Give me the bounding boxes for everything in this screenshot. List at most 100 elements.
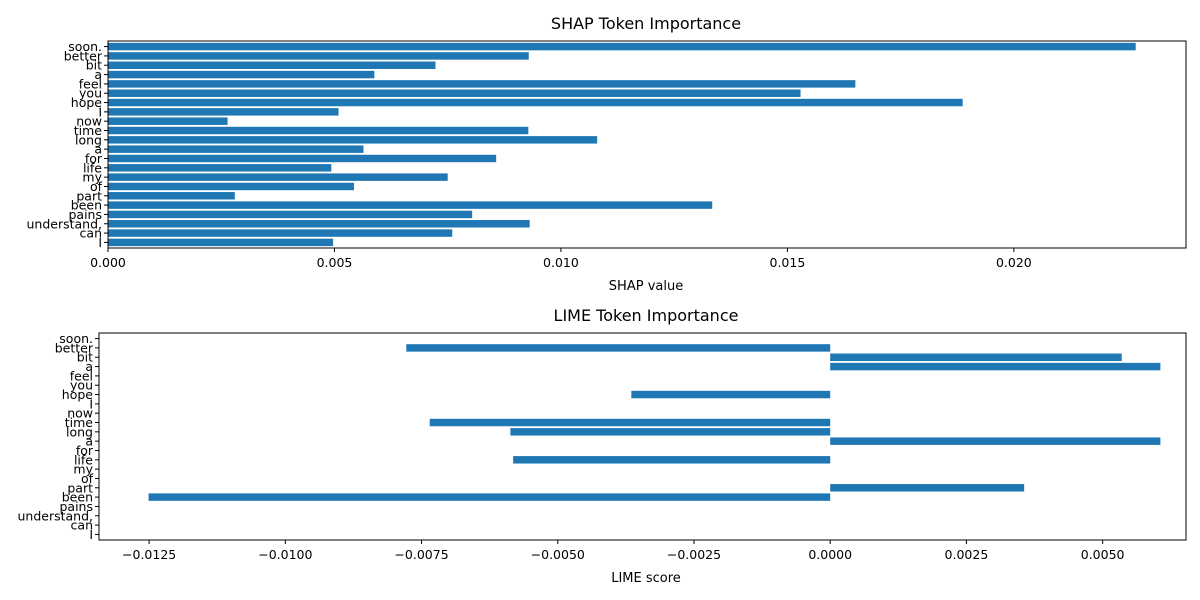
shap-bar-6 — [108, 182, 354, 191]
shap-y-tick-label-18: a — [94, 67, 102, 82]
shap-y-tick-label-10: a — [94, 142, 102, 157]
shap-bar-9 — [108, 154, 497, 163]
shap-bar-13 — [108, 117, 228, 125]
shap-bar-1 — [108, 229, 453, 237]
shap-bar-8 — [108, 164, 332, 172]
shap-y-tick-label-5: part — [76, 188, 102, 203]
lime-y-tick-label-19: bit — [77, 350, 93, 365]
shap-x-tick-label-4: 0.020 — [996, 255, 1032, 270]
shap-bar-7 — [108, 173, 448, 181]
shap-bars — [108, 42, 1136, 247]
shap-y-tick-label-14: I — [98, 104, 102, 119]
lime-x-tick-label-2: −0.0075 — [394, 547, 448, 562]
shap-y-tick-label-9: for — [85, 151, 103, 166]
lime-x-tick-label-4: −0.0025 — [667, 547, 721, 562]
shap-axes-frame — [107, 40, 1187, 249]
shap-y-tick-label-2: understand, — [26, 216, 102, 231]
lime-x-tick-label-5: 0.0000 — [808, 547, 852, 562]
lime-y-tick-label-1: can — [71, 518, 93, 533]
shap-y-tick-label-11: long — [75, 132, 102, 147]
shap-y-tick-label-21: soon. — [68, 39, 102, 54]
shap-y-tick-label-20: better — [64, 48, 103, 63]
lime-bar-4 — [148, 493, 831, 501]
shap-bar-21 — [108, 42, 1136, 51]
lime-y-tick-label-6: of — [81, 471, 94, 486]
lime-bar-18 — [830, 362, 1161, 371]
lime-bar-5 — [830, 484, 1025, 492]
shap-y-tick-label-12: time — [74, 123, 103, 138]
shap-bar-14 — [108, 108, 339, 116]
shap-bar-18 — [108, 70, 375, 79]
lime-y-tick-label-10: a — [85, 434, 93, 449]
lime-y-tick-label-8: life — [74, 452, 93, 467]
shap-y-tick-label-4: been — [71, 198, 102, 213]
lime-x-tick-label-0: −0.0125 — [122, 547, 176, 562]
shap-x-tick-label-3: 0.015 — [770, 255, 806, 270]
lime-bar-10 — [830, 437, 1161, 445]
shap-chart: SHAP Token Importance Icanunderstand,pai… — [26, 14, 1187, 294]
shap-bar-3 — [108, 210, 473, 219]
shap-bar-12 — [108, 126, 529, 135]
lime-bar-12 — [429, 418, 831, 427]
shap-bar-16 — [108, 89, 801, 97]
lime-y-tick-label-3: pains — [59, 499, 93, 514]
shap-y-tick-label-8: life — [83, 160, 102, 175]
lime-y-tick-label-9: for — [76, 443, 94, 458]
lime-x-tick-label-7: 0.0050 — [1081, 547, 1125, 562]
shap-bar-5 — [108, 192, 235, 200]
lime-y-tick-label-20: better — [55, 340, 94, 355]
shap-bar-20 — [108, 52, 529, 60]
lime-y-tick-label-21: soon. — [59, 331, 93, 346]
shap-bar-19 — [108, 61, 436, 69]
lime-x-ticks: −0.0125 −0.0100 −0.0075 −0.0050 −0.0025 0.000… — [122, 540, 1125, 562]
lime-bar-19 — [830, 353, 1122, 361]
shap-x-tick-label-0: 0.000 — [90, 255, 126, 270]
shap-bar-15 — [108, 98, 963, 107]
lime-axes-frame — [98, 332, 1187, 541]
shap-y-tick-label-1: can — [80, 226, 102, 241]
lime-y-tick-label-7: my — [73, 462, 93, 477]
lime-y-tick-label-17: feel — [70, 368, 93, 383]
lime-chart-title: LIME Token Importance — [554, 306, 739, 325]
lime-y-tick-label-15: hope — [62, 387, 94, 402]
lime-y-tick-label-2: understand, — [17, 508, 93, 523]
shap-y-ticks: Icanunderstand,painsbeenpartofmylifefora… — [26, 39, 108, 250]
shap-x-ticks: 0.000 0.005 0.010 0.015 0.020 — [90, 248, 1032, 270]
shap-bar-4 — [108, 201, 713, 209]
lime-y-tick-label-16: you — [70, 378, 93, 393]
lime-x-axis-label: LIME score — [611, 571, 681, 586]
lime-y-tick-label-4: been — [62, 490, 93, 505]
shap-bar-2 — [108, 220, 530, 228]
shap-y-tick-label-15: hope — [71, 95, 103, 110]
shap-bar-11 — [108, 136, 598, 144]
lime-y-tick-label-5: part — [67, 480, 93, 495]
shap-x-axis-label: SHAP value — [609, 279, 683, 294]
lime-y-ticks: Icanunderstand,painsbeenpartofmylifefora… — [17, 331, 99, 542]
lime-y-tick-label-11: long — [66, 424, 93, 439]
shap-bar-10 — [108, 145, 364, 153]
shap-y-tick-label-6: of — [90, 179, 103, 194]
shap-y-tick-label-13: now — [76, 114, 102, 129]
lime-y-tick-label-0: I — [89, 527, 93, 542]
lime-bar-11 — [510, 428, 831, 436]
lime-y-tick-label-14: I — [89, 396, 93, 411]
shap-chart-title: SHAP Token Importance — [551, 14, 741, 33]
lime-y-tick-label-12: time — [65, 415, 94, 430]
shap-y-tick-label-19: bit — [86, 58, 102, 73]
shap-y-tick-label-16: you — [79, 86, 102, 101]
lime-x-tick-label-6: 0.0025 — [945, 547, 989, 562]
shap-x-tick-label-1: 0.005 — [317, 255, 353, 270]
shap-y-tick-label-17: feel — [79, 76, 102, 91]
shap-y-tick-label-3: pains — [68, 207, 102, 222]
shap-bar-0 — [108, 238, 334, 247]
lime-bar-8 — [513, 456, 831, 464]
lime-bars — [148, 344, 1161, 501]
lime-x-tick-label-3: −0.0050 — [531, 547, 585, 562]
shap-y-tick-label-7: my — [82, 170, 102, 185]
lime-chart: LIME Token Importance Icanunderstand,pai… — [17, 306, 1187, 586]
shap-x-tick-label-2: 0.010 — [543, 255, 579, 270]
lime-bar-15 — [631, 390, 831, 399]
lime-x-tick-label-1: −0.0100 — [258, 547, 312, 562]
lime-y-tick-label-18: a — [85, 359, 93, 374]
